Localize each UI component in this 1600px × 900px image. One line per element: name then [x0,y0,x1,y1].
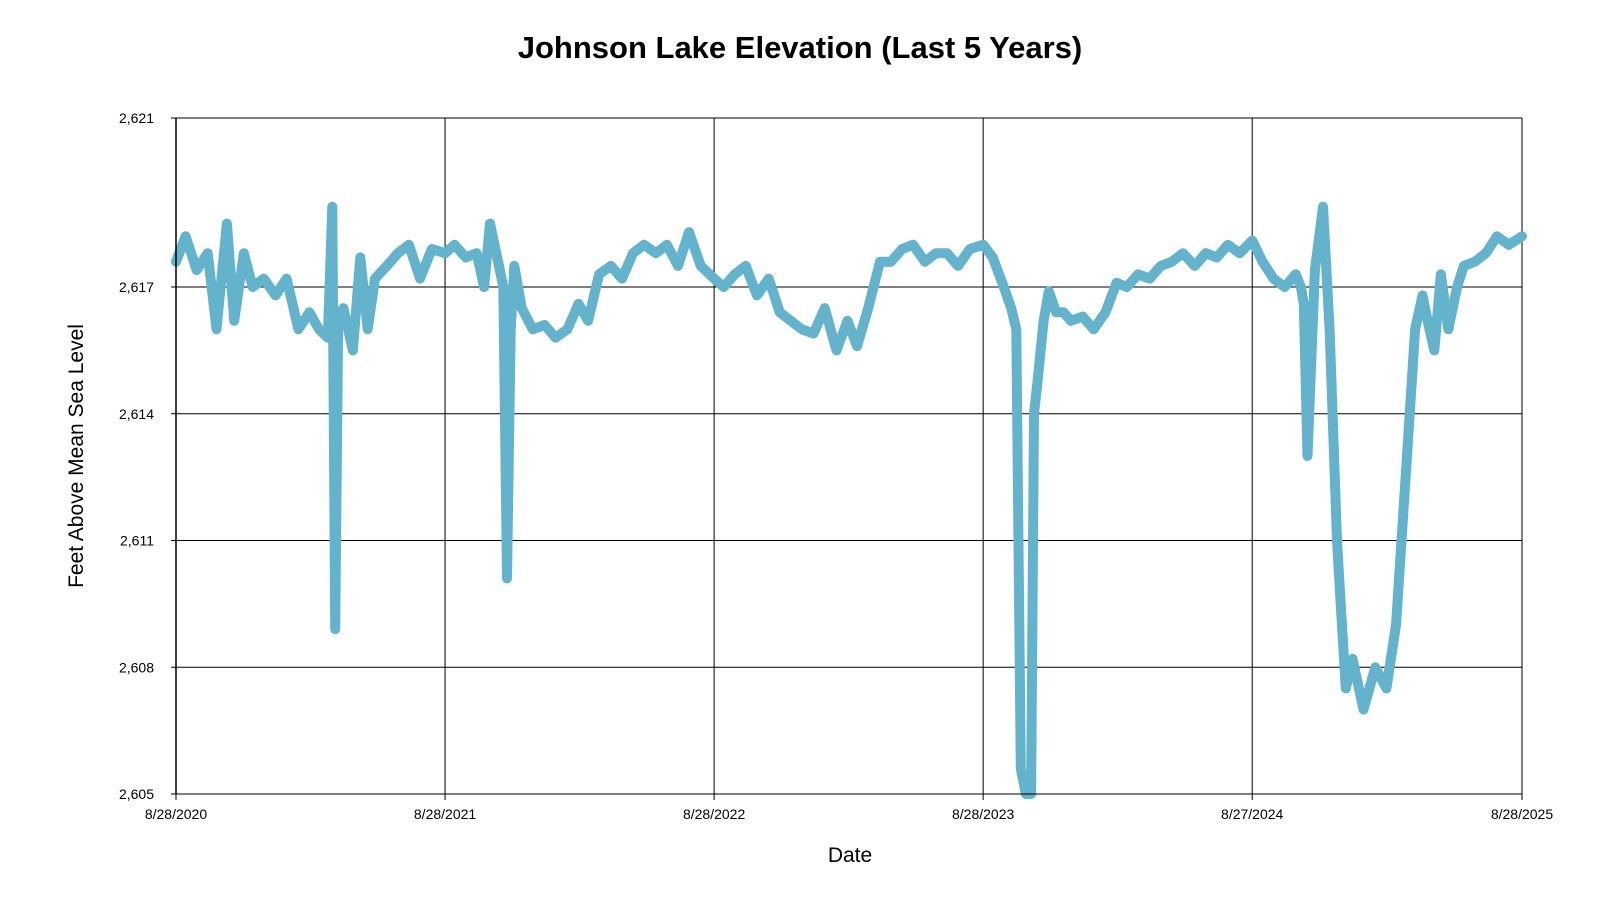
axes-layer: 2,605 2,608 2,611 2,614 2,617 2,621 8/28/2020 8… [119,110,1553,822]
chart-title: Johnson Lake Elevation (Last 5 Years) [517,30,1083,65]
y-tick-label: 2,621 [119,110,154,126]
x-tick-label: 8/28/2022 [683,806,745,822]
x-tick-label: 8/27/2024 [1221,806,1283,822]
y-tick-label: 2,608 [119,659,154,675]
x-tick-label: 8/28/2023 [952,806,1014,822]
x-axis-label: Date [828,844,872,867]
y-tick-label: 2,611 [120,533,154,549]
series-layer [171,201,1527,799]
x-tick-label: 8/28/2020 [145,806,207,822]
grid-layer [176,117,1523,794]
y-axis-label: Feet Above Mean Sea Level [65,324,88,588]
series-line [171,201,1527,799]
x-tick-label: 8/28/2025 [1491,806,1553,822]
x-tick-label: 8/28/2021 [414,806,476,822]
y-tick-label: 2,614 [119,406,154,422]
y-tick-label: 2,605 [119,786,154,802]
y-tick-label: 2,617 [119,279,154,295]
